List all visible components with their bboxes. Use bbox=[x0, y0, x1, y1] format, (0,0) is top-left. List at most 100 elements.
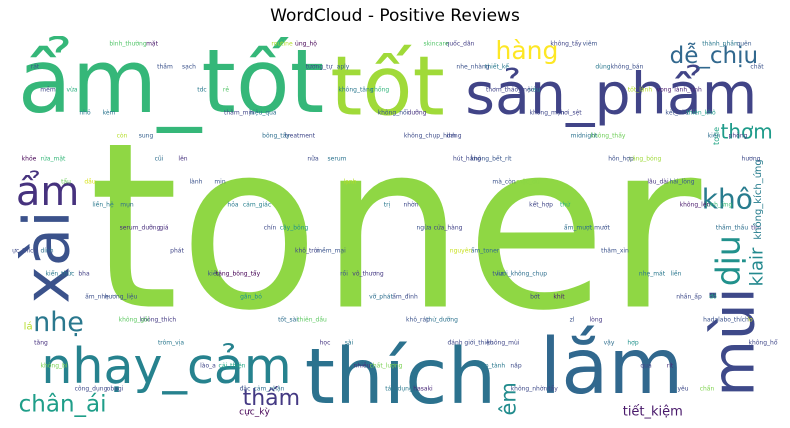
word-61: tăng bbox=[34, 340, 48, 347]
word-82: vừa bbox=[66, 87, 77, 94]
word-146: tdc bbox=[197, 87, 206, 94]
word-100: phòng bbox=[729, 133, 748, 140]
word-147: thâm_mịn bbox=[224, 110, 254, 117]
word-78: rít bbox=[667, 363, 674, 370]
word-107: gắn_bó bbox=[240, 294, 262, 301]
word-99: thiên_khô bbox=[686, 110, 716, 117]
word-160: thành_phần bbox=[702, 40, 738, 48]
word-14: khô bbox=[702, 182, 753, 215]
word-125: trôm_vịa bbox=[158, 340, 184, 347]
word-57: lá bbox=[24, 320, 33, 332]
word-33: thiết_kế bbox=[485, 64, 509, 71]
word-13: không_mùi bbox=[487, 340, 520, 347]
word-174: tập_tành bbox=[479, 363, 506, 370]
word-76: lòng bbox=[590, 317, 603, 324]
word-16: nhẹ bbox=[33, 307, 84, 338]
word-108: tốt_sài bbox=[278, 317, 298, 324]
word-96: viêm bbox=[583, 41, 598, 48]
word-54: mặc_dù bbox=[516, 179, 540, 186]
word-123: ấm_nhẹ bbox=[85, 294, 109, 301]
word-4: ẩm_tốt bbox=[18, 36, 325, 133]
word-105: phát bbox=[170, 248, 184, 255]
word-142: không_bí bbox=[40, 363, 67, 370]
word-74: lưới_không_chụp bbox=[497, 271, 547, 278]
word-111: tác_dụng bbox=[385, 386, 413, 393]
word-64: mặt bbox=[146, 41, 159, 48]
word-88: cây_bông bbox=[280, 225, 309, 232]
word-10: mùi bbox=[700, 287, 768, 396]
word-25: êm bbox=[496, 382, 520, 415]
word-158: quả bbox=[640, 363, 652, 370]
word-161: chất bbox=[750, 64, 764, 71]
word-86: mịn bbox=[214, 179, 226, 186]
word-143: công_dụng bbox=[75, 386, 108, 393]
word-130: không_tăng bbox=[338, 87, 373, 94]
word-127: đặc bbox=[240, 386, 251, 393]
word-7: nhạy_cảm bbox=[41, 338, 291, 395]
word-172: khô_ráp bbox=[406, 317, 430, 324]
word-65: sạch bbox=[182, 64, 196, 71]
word-165: cũi bbox=[155, 156, 164, 163]
word-121: cực_thích bbox=[12, 248, 37, 255]
word-2: xài bbox=[12, 210, 84, 303]
word-176: không_tẩy bbox=[550, 41, 582, 48]
word-98: vong bbox=[657, 87, 672, 94]
word-77: hợp bbox=[627, 340, 638, 347]
word-112: skincare bbox=[423, 41, 448, 48]
word-151: trị bbox=[384, 202, 391, 209]
word-135: kết_hợp bbox=[529, 202, 553, 209]
word-9: hàng bbox=[496, 36, 559, 65]
word-145: thầm bbox=[157, 63, 173, 71]
word-155: bớt bbox=[530, 294, 540, 301]
word-152: ngừa bbox=[416, 225, 431, 232]
word-103: liền_hệ bbox=[92, 201, 114, 209]
word-95: tẩy bbox=[548, 386, 558, 393]
word-97: không_bán bbox=[611, 64, 644, 71]
word-34: siêu bbox=[528, 87, 540, 94]
word-56: mướt bbox=[594, 225, 610, 232]
word-55: thử bbox=[560, 202, 571, 209]
word-59: đồ bbox=[709, 293, 717, 301]
word-19: thơm bbox=[721, 119, 773, 143]
word-81: rất bbox=[31, 64, 40, 71]
word-0: toner bbox=[89, 95, 702, 362]
word-37: căng_bóng bbox=[629, 156, 662, 163]
word-162: mềm bbox=[40, 86, 56, 94]
word-144: bình_thường bbox=[109, 41, 147, 48]
word-40: tím bbox=[751, 225, 761, 232]
word-106: kiểu bbox=[208, 271, 221, 278]
word-122: kiến_thức bbox=[46, 271, 75, 278]
word-79: chẩn bbox=[700, 386, 715, 393]
word-140: hadalabo_thích bbox=[703, 317, 749, 324]
word-132: không_chụp_hình bbox=[404, 133, 457, 140]
word-18: lành_tính bbox=[674, 87, 702, 94]
word-6: lắm bbox=[540, 323, 684, 412]
word-118: lâu_dài bbox=[647, 179, 669, 186]
word-62: cực_kỳ bbox=[239, 408, 270, 418]
word-21: rửa_mặt bbox=[41, 156, 66, 163]
word-104: serum_dưỡng bbox=[120, 225, 161, 232]
word-53: không_bết_rít bbox=[471, 156, 513, 163]
word-149: nữa bbox=[307, 156, 319, 163]
word-17: thấm bbox=[243, 386, 300, 411]
word-66: rẻ bbox=[223, 87, 229, 94]
word-138: nhẹ_mát bbox=[639, 271, 666, 278]
word-71: nhờn bbox=[403, 202, 418, 209]
word-58: liền bbox=[671, 270, 682, 278]
word-94: nắp bbox=[510, 363, 521, 370]
word-175: không_nhờn bbox=[511, 386, 548, 393]
word-12: chân_ái bbox=[19, 391, 107, 417]
word-67: hiệu_quả bbox=[249, 110, 277, 117]
word-68: treatment bbox=[285, 133, 316, 140]
word-167: hỏa bbox=[227, 202, 238, 209]
word-11: dễ_chịu bbox=[670, 41, 758, 69]
word-39: kích_ứng bbox=[706, 202, 733, 209]
word-69: serum bbox=[328, 156, 347, 163]
word-102: tẩu bbox=[61, 179, 71, 186]
word-35: hơi_sệt bbox=[560, 110, 582, 117]
word-124: không_gồi bbox=[119, 316, 150, 324]
word-136: ẩm_mượt bbox=[564, 225, 593, 232]
word-30: chất_lượng bbox=[370, 363, 403, 370]
word-60: lo bbox=[747, 317, 753, 324]
